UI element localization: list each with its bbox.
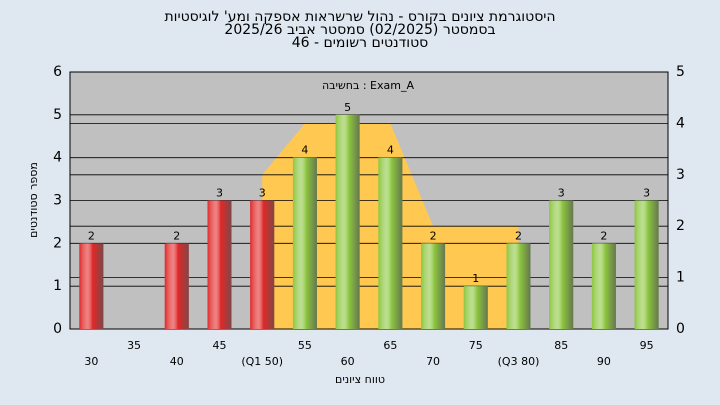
value-label: 2 (173, 229, 180, 242)
x-tick-label: (Q3 80) (498, 355, 540, 368)
value-label: 2 (430, 229, 437, 242)
y2-tick-label: 3 (676, 167, 685, 183)
x-tick-label: 45 (213, 339, 227, 352)
value-label: 3 (216, 187, 223, 200)
value-label: 4 (301, 144, 308, 157)
bar-shade (207, 200, 232, 329)
x-tick-label: 65 (383, 339, 397, 352)
bar-shade (79, 243, 104, 329)
bar-shade (164, 243, 189, 329)
value-label: 1 (472, 272, 479, 285)
bar-shade (335, 114, 360, 329)
value-label: 3 (259, 187, 266, 200)
bar-shade (250, 200, 275, 329)
bar-shade (634, 200, 659, 329)
value-label: 3 (558, 187, 565, 200)
value-label: 4 (387, 144, 394, 157)
bar-shade (506, 243, 531, 329)
value-label: 2 (600, 229, 607, 242)
y-tick-label: 1 (53, 278, 62, 294)
chart-title: היסטוגרמת ציונים בקורס - נהול שרשראות אס… (164, 9, 555, 25)
x-tick-label: 75 (469, 339, 483, 352)
x-axis-label: טווח ציונים (335, 373, 385, 386)
chart-subtitle: בסמסטר (02/2025) סמסטר אביב 2025/26 (224, 22, 495, 38)
value-label: 5 (344, 101, 351, 114)
bar-shade (591, 243, 616, 329)
y2-tick-label: 2 (676, 218, 685, 234)
y-tick-label: 6 (53, 64, 62, 80)
bar-shade (463, 286, 488, 329)
value-label: 3 (643, 187, 650, 200)
y-tick-label: 2 (53, 235, 62, 251)
bar-shade (549, 200, 574, 329)
y2-tick-label: 1 (676, 270, 685, 286)
bar-shade (421, 243, 446, 329)
y2-tick-label: 0 (676, 321, 685, 337)
x-tick-label: 70 (426, 355, 440, 368)
y-tick-label: 0 (53, 321, 62, 337)
y-axis-label: מספר סטודנטים (27, 162, 40, 238)
x-tick-label: 30 (84, 355, 98, 368)
y2-tick-label: 4 (676, 115, 685, 131)
annotation: בחשיבה : Exam_A (322, 79, 414, 92)
x-tick-label: (Q1 50) (241, 355, 283, 368)
x-tick-label: 55 (298, 339, 312, 352)
x-tick-label: 95 (640, 339, 654, 352)
bar-shade (292, 157, 317, 329)
value-label: 2 (515, 229, 522, 242)
x-tick-label: 35 (127, 339, 141, 352)
y2-tick-label: 5 (676, 64, 685, 80)
y-tick-label: 5 (53, 107, 62, 123)
chart-subtitle: סטודנטים רשומים - 46 (292, 35, 429, 51)
x-tick-label: 60 (341, 355, 355, 368)
y-tick-label: 4 (53, 150, 62, 166)
bar-shade (378, 157, 403, 329)
y-tick-label: 3 (53, 193, 62, 209)
x-tick-label: 85 (554, 339, 568, 352)
value-label: 2 (88, 229, 95, 242)
x-tick-label: 90 (597, 355, 611, 368)
x-tick-label: 40 (170, 355, 184, 368)
